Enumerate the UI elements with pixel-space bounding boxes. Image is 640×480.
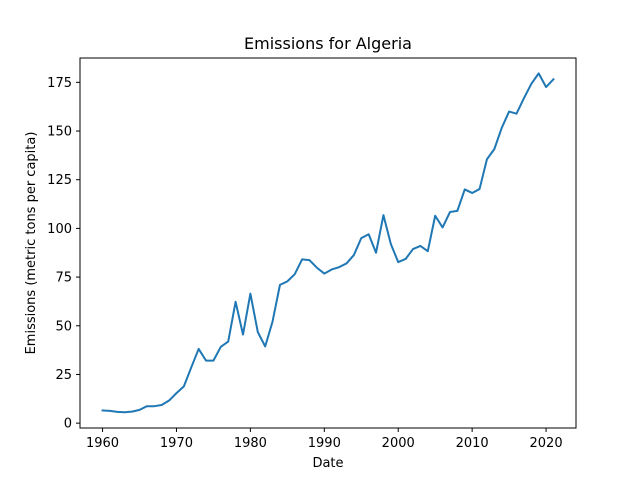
axes-frame — [79, 57, 577, 429]
x-tick-label-1970: 1970 — [160, 436, 193, 451]
y-tick-label-100: 100 — [47, 222, 72, 237]
x-tick-label-2020: 2020 — [530, 436, 563, 451]
y-tick-label-125: 125 — [47, 173, 72, 188]
x-axis-label: Date — [312, 456, 343, 471]
x-tick-label-2010: 2010 — [456, 436, 489, 451]
x-tick-label-2000: 2000 — [382, 436, 415, 451]
x-tick-label-1990: 1990 — [308, 436, 341, 451]
x-tick-label-1980: 1980 — [234, 436, 267, 451]
y-tick-label-75: 75 — [55, 271, 72, 286]
y-tick-label-150: 150 — [47, 125, 72, 140]
chart-title: Emissions for Algeria — [244, 34, 412, 53]
x-tick-label-1960: 1960 — [86, 436, 119, 451]
series-line-0 — [101, 72, 555, 414]
y-tick-label-25: 25 — [55, 368, 72, 383]
y-tick-label-50: 50 — [55, 319, 72, 334]
y-axis-label: Emissions (metric tons per capita) — [24, 132, 39, 355]
y-tick-label-175: 175 — [47, 76, 72, 91]
y-tick-label-0: 0 — [64, 417, 72, 432]
plot-area: 1960 1970 1980 1990 2000 2010 2020 0 25 50 75 100 12… — [47, 57, 577, 451]
